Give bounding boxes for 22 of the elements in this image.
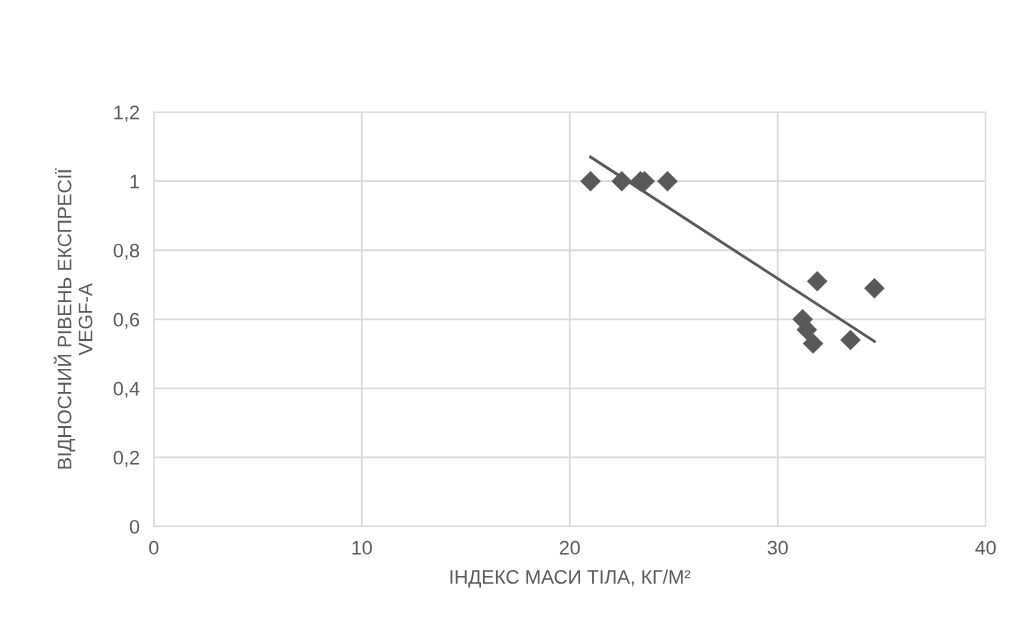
x-tick-label: 30 <box>767 540 788 555</box>
x-axis-title: ІНДЕКС МАСИ ТІЛА, КГ/М² <box>450 569 691 588</box>
y-tick-label: 0,8 <box>113 243 140 260</box>
x-tick-label: 10 <box>352 540 372 555</box>
point <box>796 319 818 340</box>
y-tick-label: 0 <box>129 519 140 534</box>
point <box>806 271 828 292</box>
x-tick-label: 0 <box>149 540 159 555</box>
point <box>611 170 633 192</box>
point <box>802 333 824 354</box>
y-axis-title: ВІДНОСНИЙ РІВЕНЬ ЕКСПРЕСІЇ VEGF-A <box>53 168 93 469</box>
y-tick-label: 0,4 <box>113 381 140 398</box>
x-tick-label: 20 <box>559 540 580 555</box>
point <box>657 170 678 192</box>
y-tick-label: 0,6 <box>113 312 140 329</box>
point <box>864 277 885 299</box>
y-tick-label: 1 <box>130 174 139 189</box>
x-tick-label: 40 <box>975 540 996 555</box>
y-tick-label: 0,2 <box>113 450 139 467</box>
point <box>580 170 601 192</box>
point <box>840 329 861 351</box>
y-tick-label: 1,2 <box>114 105 139 122</box>
